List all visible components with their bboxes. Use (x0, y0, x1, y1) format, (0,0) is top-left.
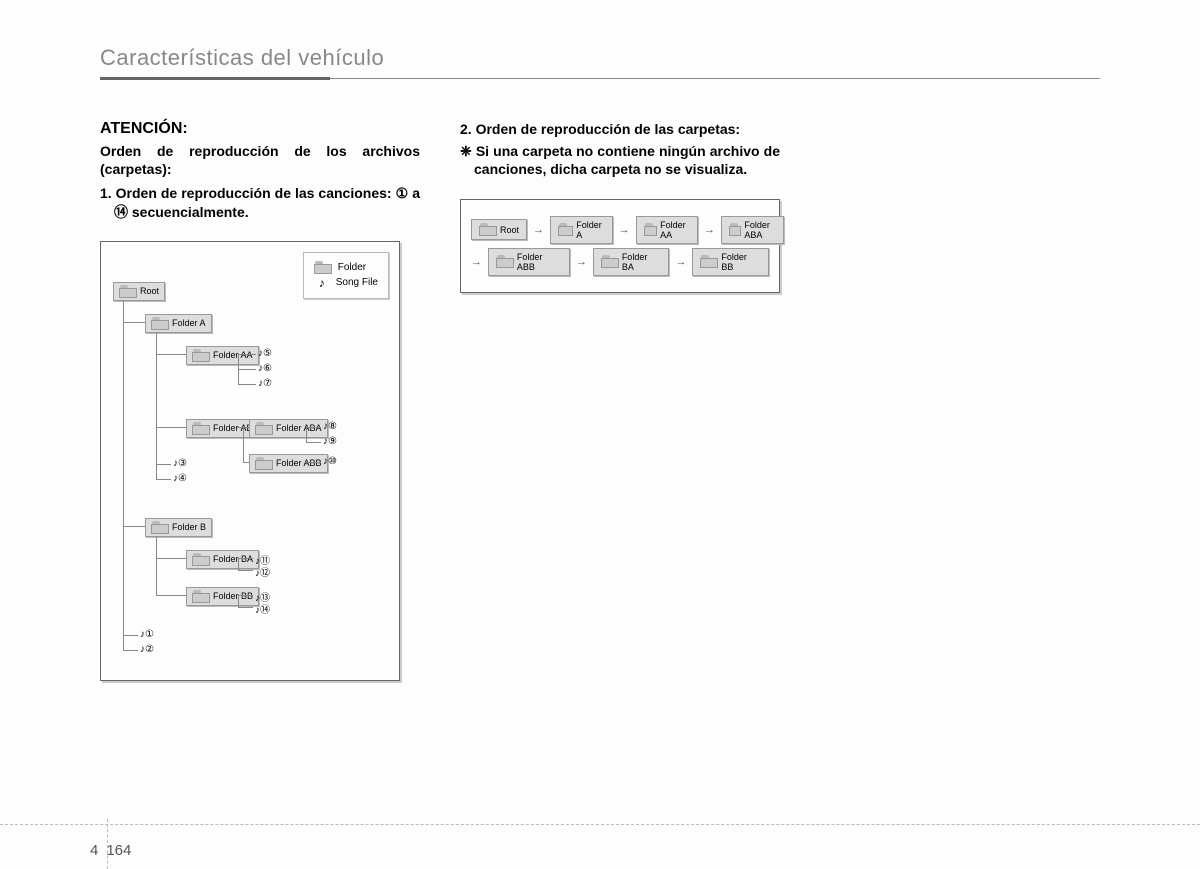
song-10: ♪⑩ (323, 456, 337, 467)
attention-subheading: Orden de reproducción de los archivos (c… (100, 142, 420, 178)
song-1: ♪① (140, 629, 154, 640)
song-14: ♪⑭ (255, 601, 270, 616)
attention-heading: ATENCIÓN: (100, 120, 420, 138)
note-text: ❈ Si una carpeta no contiene ningún arch… (460, 142, 780, 178)
sequence-diagram: Root → Folder A → Folder AA → Folder ABA… (460, 199, 780, 293)
list-item-2: 2. Orden de reproducción de las carpetas… (460, 120, 780, 138)
page-header-title: Características del vehículo (100, 45, 1100, 71)
column-right: 2. Orden de reproducción de las carpetas… (460, 120, 780, 681)
item1-prefix: 1. Orden de reproducción de las cancione… (100, 185, 396, 201)
seq-folder-aa: Folder AA (636, 216, 699, 244)
column-left: ATENCIÓN: Orden de reproducción de los a… (100, 120, 420, 681)
node-folder-a: Folder A (145, 314, 212, 333)
list-item-1: 1. Orden de reproducción de las cancione… (100, 184, 420, 220)
node-folder-aba: Folder ABA (249, 419, 328, 438)
seq-root: Root (471, 219, 527, 240)
seq-folder-aba: Folder ABA (721, 216, 784, 244)
song-6: ♪⑥ (258, 363, 272, 374)
node-folder-aa: Folder AA (186, 346, 259, 365)
arrow-icon: → (576, 256, 587, 268)
seq-folder-abb: Folder ABB (488, 248, 570, 276)
arrow-icon: → (704, 224, 715, 236)
node-folder-b: Folder B (145, 518, 212, 537)
note-icon: ♪ (314, 276, 330, 290)
song-9: ♪⑨ (323, 436, 337, 447)
seq-folder-ba: Folder BA (593, 248, 670, 276)
song-12: ♪⑫ (255, 564, 270, 579)
node-folder-abb: Folder ABB (249, 454, 328, 473)
song-3: ♪③ (173, 458, 187, 469)
legend: Folder ♪ Song File (303, 252, 389, 299)
arrow-icon: → (471, 256, 482, 268)
seq-folder-bb: Folder BB (692, 248, 769, 276)
song-4: ♪④ (173, 473, 187, 484)
page-number: 164 (106, 842, 131, 859)
node-folder-ba: Folder BA (186, 550, 259, 569)
arrow-icon: → (619, 224, 630, 236)
page-footer: 4 164 (0, 824, 1200, 831)
song-2: ♪② (140, 644, 154, 655)
node-folder-ab: Folder AB (186, 419, 259, 438)
tree-diagram: Folder ♪ Song File Root Folder A Folder A… (100, 241, 400, 681)
song-8: ♪⑧ (323, 421, 337, 432)
legend-song-label: Song File (336, 277, 378, 288)
item1-suffix: secuencialmente. (128, 204, 249, 220)
legend-folder-label: Folder (338, 262, 366, 273)
song-5: ♪⑤ (258, 348, 272, 359)
folder-icon (314, 261, 332, 274)
chapter-number: 4 (90, 842, 98, 859)
arrow-icon: → (675, 256, 686, 268)
node-folder-bb: Folder BB (186, 587, 259, 606)
song-7: ♪⑦ (258, 378, 272, 389)
arrow-icon: → (533, 224, 544, 236)
node-root: Root (113, 282, 165, 301)
seq-folder-a: Folder A (550, 216, 613, 244)
header-rule (100, 77, 1100, 80)
